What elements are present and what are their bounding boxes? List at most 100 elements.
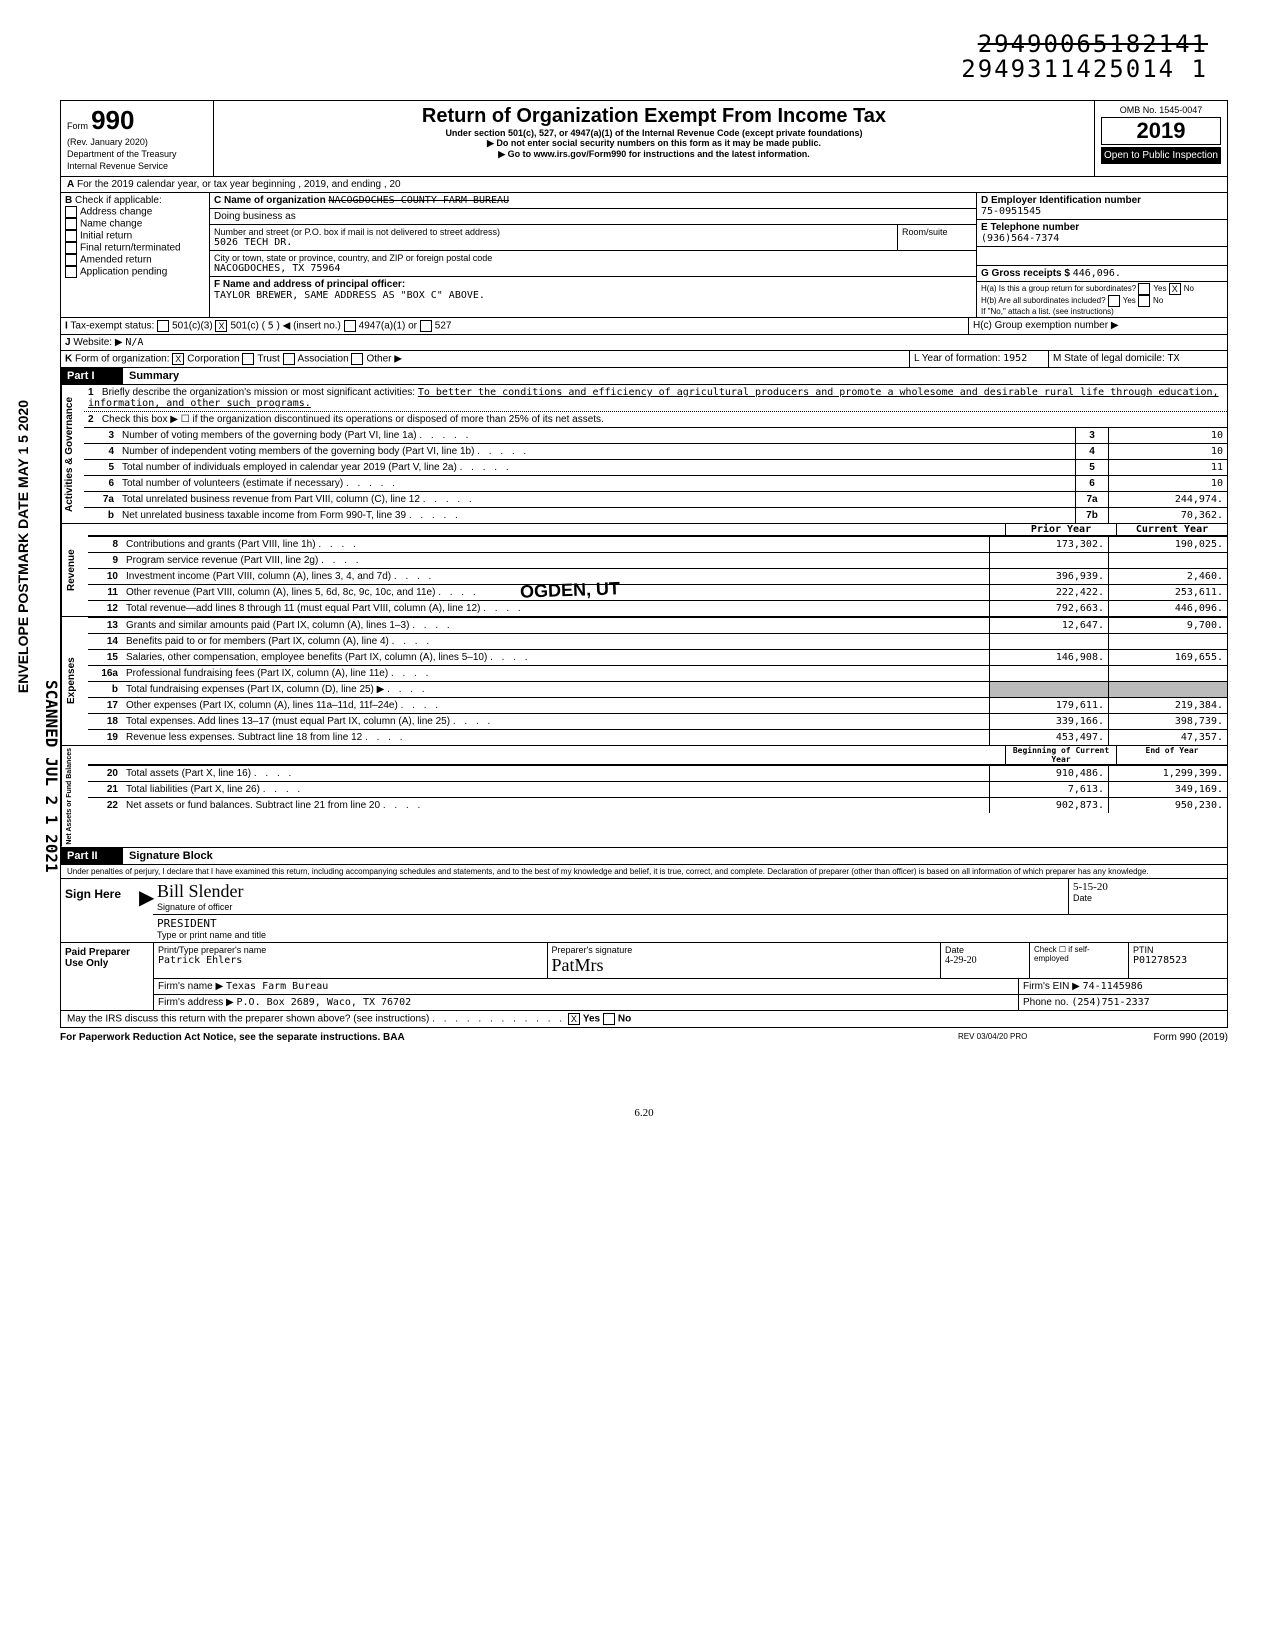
summary-line: 12 Total revenue—add lines 8 through 11 … [88,600,1227,616]
date-label: Date [1073,893,1223,903]
c-number: 5 [268,321,274,332]
prep-sig-label: Preparer's signature [552,945,937,955]
prep-date-label: Date [945,945,1025,955]
e-label: E Telephone number [981,222,1079,233]
summary-line: 22 Net assets or fund balances. Subtract… [88,797,1227,813]
check-501c3[interactable] [157,320,169,332]
footer-right: Form 990 (2019) [1108,1032,1228,1043]
summary-line: 7a Total unrelated business revenue from… [84,491,1227,507]
trust-label: Trust [257,354,279,365]
prep-date: 4-29-20 [945,955,1025,966]
addr-label: Number and street (or P.O. box if mail i… [214,227,893,237]
g-label: G Gross receipts $ [981,268,1070,279]
h1b-yes[interactable] [1108,295,1120,307]
prep-name: Patrick Ehlers [158,955,543,966]
l-value: 1952 [1003,353,1027,364]
phone-value: (936)564-7374 [981,233,1059,244]
col-prior: Prior Year [1005,524,1117,535]
side-expenses: Expenses [61,617,88,745]
ein-value: 75-0951545 [981,206,1041,217]
check-527[interactable] [420,320,432,332]
b-label: Check if applicable: [75,195,162,206]
check-501c[interactable]: X [215,320,227,332]
officer-name: TAYLOR BREWER, SAME ADDRESS AS "BOX C" A… [214,290,485,301]
part2-sub: Signature Block [123,848,219,864]
website-value: N/A [125,337,143,348]
h1b-label: H(b) Are all subordinates included? [981,296,1106,305]
yes-label: Yes [1153,284,1166,293]
line2-text: Check this box ▶ ☐ if the organization d… [102,414,604,425]
discuss-yes-label: Yes [583,1013,600,1024]
postmark-stamp: ENVELOPE POSTMARK DATE MAY 1 5 2020 [15,400,31,693]
footer-mid: REV 03/04/20 PRO [958,1032,1108,1043]
check-name[interactable] [65,218,77,230]
check-trust[interactable] [242,353,254,365]
f-label: F Name and address of principal officer: [214,279,405,290]
l-label: L Year of formation: [914,353,1000,364]
dept-label: Department of the Treasury Internal Reve… [67,149,177,171]
paid-preparer-label: Paid Preparer Use Only [61,943,153,1010]
other-label: Other ▶ [366,354,401,365]
check-amended[interactable] [65,254,77,266]
check-if-label: Check ☐ if self-employed [1029,943,1128,978]
form-header: Form 990 (Rev. January 2020) Department … [60,100,1228,177]
h1b-no[interactable] [1138,295,1150,307]
city-value: NACOGDOCHES, TX 75964 [214,263,972,274]
subtitle-2: ▶ Do not enter social security numbers o… [220,138,1088,149]
check-address-label: Address change [80,207,152,218]
check-other[interactable] [351,353,363,365]
stamped-number: 2949311425014 1 [961,55,1208,83]
part2-title: Part II [61,848,123,864]
assoc-label: Association [298,354,349,365]
check-amended-label: Amended return [80,255,152,266]
check-assoc[interactable] [283,353,295,365]
check-4947[interactable] [344,320,356,332]
m-value: TX [1168,353,1180,364]
omb-number: OMB No. 1545-0047 [1101,105,1221,115]
scanned-stamp: SCANNED JUL 2 1 2021 [42,680,61,873]
c-label: C Name of organization [214,195,326,206]
corp-label: Corporation [187,354,239,365]
check-corp[interactable]: X [172,353,184,365]
room-label: Room/suite [902,227,948,237]
col-end: End of Year [1117,746,1227,764]
check-app[interactable] [65,266,77,278]
h1a-label: H(a) Is this a group return for subordin… [981,284,1136,293]
org-name: NACOGDOCHES COUNTY FARM BUREAU [328,195,509,206]
form-title: Return of Organization Exempt From Incom… [220,105,1088,128]
dba-label: Doing business as [214,211,296,222]
h1a-no[interactable]: X [1169,283,1181,295]
discuss-yes[interactable]: X [568,1013,580,1025]
summary-line: 3 Number of voting members of the govern… [84,427,1227,443]
c-label: 501(c) ( [230,321,264,332]
check-final-label: Final return/terminated [80,243,181,254]
check-address[interactable] [65,206,77,218]
check-name-label: Name change [80,219,142,230]
check-initial[interactable] [65,230,77,242]
firm-addr: P.O. Box 2689, Waco, TX 76702 [237,997,412,1008]
sign-here-label: Sign Here [61,879,139,942]
h1c-label: If "No," attach a list. (see instruction… [981,307,1114,316]
summary-line: 16a Professional fundraising fees (Part … [88,665,1227,681]
street-address: 5026 TECH DR. [214,237,893,248]
j-label: Website: ▶ [73,337,122,348]
form-rev: (Rev. January 2020) [67,137,148,147]
summary-line: 6 Total number of volunteers (estimate i… [84,475,1227,491]
open-inspection: Open to Public Inspection [1101,147,1221,164]
firm-phone-label: Phone no. [1023,997,1069,1008]
summary-line: 14 Benefits paid to or for members (Part… [88,633,1227,649]
part1-sub: Summary [123,368,185,384]
tax-year: 2019 [1101,117,1221,145]
firm-label: Firm's name ▶ [158,981,223,992]
officer-signature: Bill Slender [157,881,1064,902]
check-final[interactable] [65,242,77,254]
h1a-yes[interactable] [1138,283,1150,295]
summary-line: 9 Program service revenue (Part VIII, li… [88,552,1227,568]
discuss-text: May the IRS discuss this return with the… [67,1013,429,1024]
sign-date: 5-15-20 [1073,881,1223,893]
line-a: For the 2019 calendar year, or tax year … [77,179,401,190]
discuss-no[interactable] [603,1013,615,1025]
summary-line: 20 Total assets (Part X, line 16) . . . … [88,765,1227,781]
summary-line: 17 Other expenses (Part IX, column (A), … [88,697,1227,713]
hc-label: H(c) Group exemption number ▶ [973,320,1119,331]
